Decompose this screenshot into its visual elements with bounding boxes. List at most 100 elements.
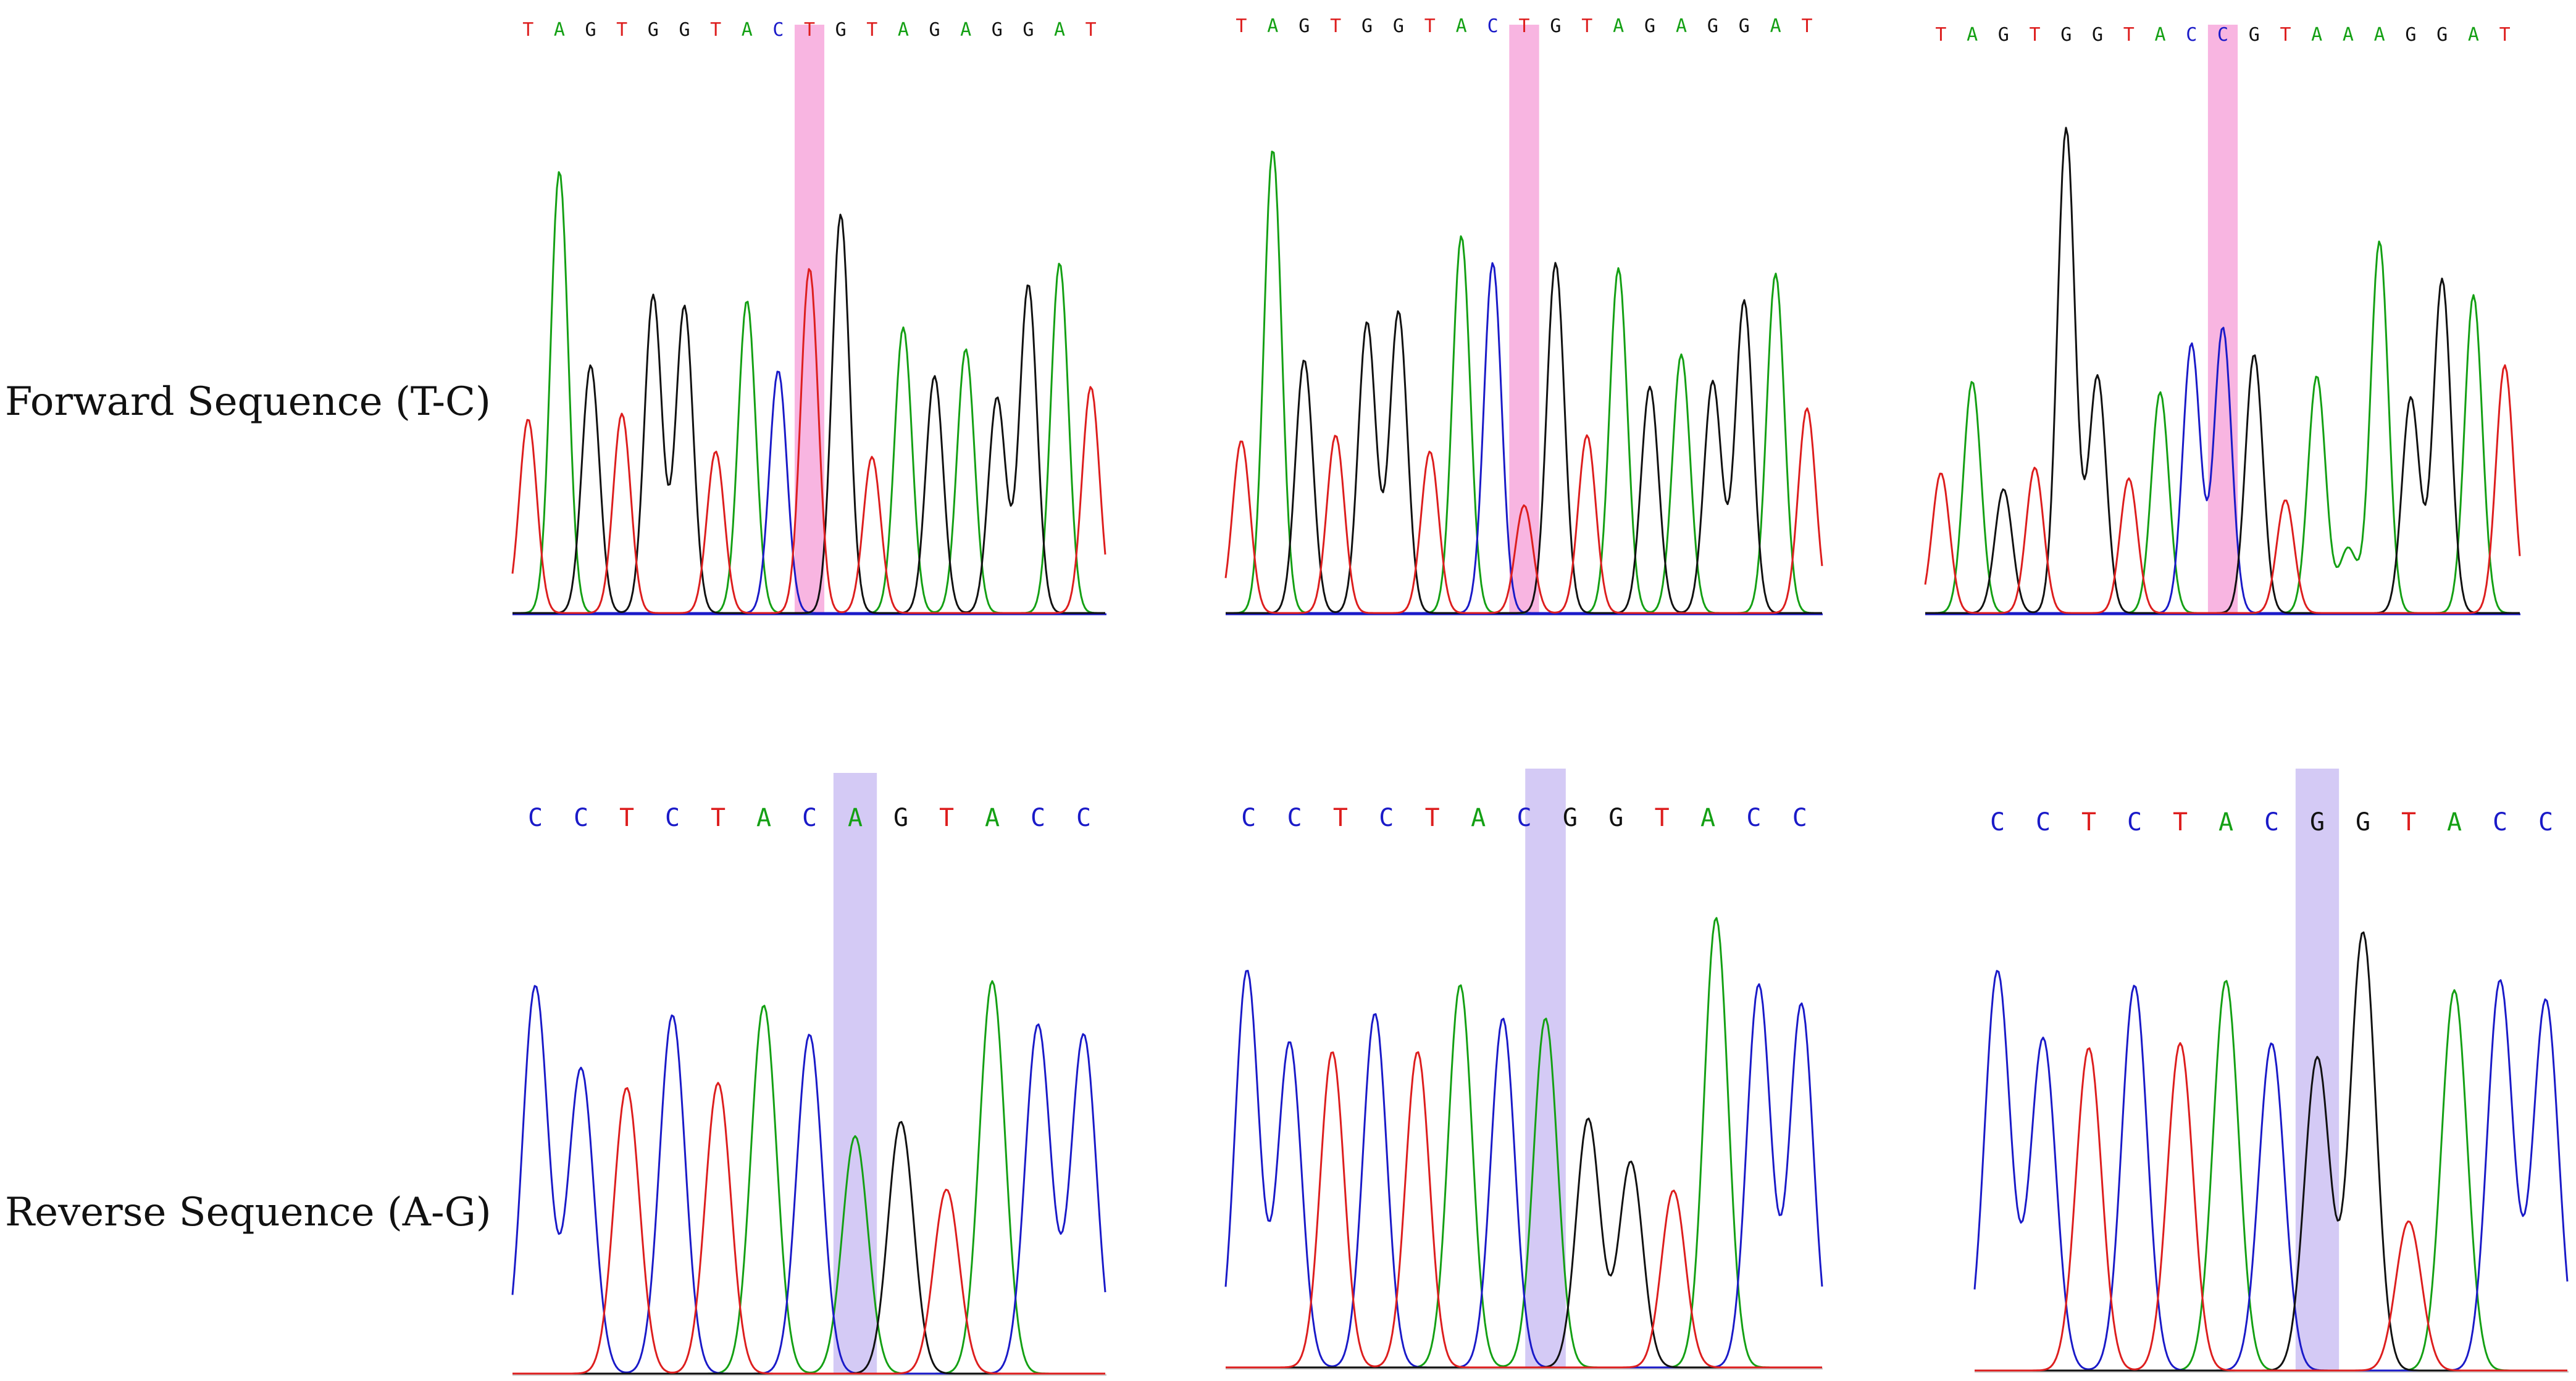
base-call-letter: G xyxy=(2310,808,2325,837)
base-call-letter: G xyxy=(648,19,659,41)
base-call-letter: A xyxy=(554,19,565,41)
base-call-letter: G xyxy=(1707,15,1718,37)
base-call-letter: T xyxy=(711,804,726,832)
variant-highlight xyxy=(1509,25,1539,613)
base-call-letter: G xyxy=(1361,15,1373,37)
base-call-letter: C xyxy=(1792,804,1807,832)
base-call-letter: G xyxy=(835,19,847,41)
base-call-letter: G xyxy=(2436,24,2448,46)
base-call-letter: C xyxy=(2127,808,2142,837)
base-call-letter: A xyxy=(1267,15,1278,37)
trace-G xyxy=(512,214,1105,614)
variant-highlight xyxy=(2207,25,2238,613)
trace-T xyxy=(511,268,1106,614)
base-call-letter: T xyxy=(804,19,815,41)
base-call-letter: C xyxy=(2186,24,2197,46)
row-label-reverse: Reverse Sequence (A-G) xyxy=(5,1190,491,1235)
base-call-letter: C xyxy=(1287,804,1302,832)
base-call-letter: T xyxy=(2123,24,2135,46)
trace-T xyxy=(1975,1042,2567,1372)
base-call-letter: T xyxy=(1518,15,1529,37)
base-call-letter: C xyxy=(2493,808,2507,837)
base-call-letter: C xyxy=(1487,15,1499,37)
base-call-letter: G xyxy=(2092,24,2103,46)
base-call-letter: T xyxy=(1935,24,1946,46)
trace-T xyxy=(512,1082,1105,1375)
trace-T xyxy=(1226,1051,1822,1369)
base-call-letter: T xyxy=(616,19,627,41)
base-call-letter: C xyxy=(528,804,543,832)
base-call-letter: A xyxy=(1770,15,1781,37)
variant-highlight xyxy=(1525,769,1566,1367)
base-call-letter: T xyxy=(522,19,533,41)
base-call-letter: G xyxy=(1998,24,2009,46)
base-call-letter: C xyxy=(2538,808,2553,837)
base-call-letter: A xyxy=(2154,24,2165,46)
base-call-letter: G xyxy=(2060,24,2072,46)
base-call-letter: T xyxy=(2081,808,2096,837)
base-call-letter: T xyxy=(866,19,877,41)
base-call-letter: A xyxy=(2468,24,2479,46)
base-call-letter: G xyxy=(1739,15,1750,37)
base-call-letter: C xyxy=(1031,804,1045,832)
base-call-letter: G xyxy=(1022,19,1034,41)
variant-highlight xyxy=(794,25,825,613)
base-call-letter: T xyxy=(2280,24,2291,46)
base-call-letter: A xyxy=(1967,24,1978,46)
trace-T xyxy=(1224,407,1823,614)
base-call-letter: A xyxy=(985,804,1000,832)
base-call-letter: T xyxy=(2173,808,2188,837)
base-call-letter: C xyxy=(1379,804,1394,832)
base-call-letter: A xyxy=(2447,808,2462,837)
base-call-letter: C xyxy=(665,804,680,832)
base-call-letter: A xyxy=(960,19,971,41)
base-call-letter: T xyxy=(710,19,721,41)
base-call-letter: T xyxy=(1085,19,1097,41)
base-call-letter: T xyxy=(1330,15,1341,37)
base-call-letter: G xyxy=(893,804,908,832)
base-call-letter: C xyxy=(1076,804,1091,832)
base-call-letter: A xyxy=(756,804,771,832)
variant-highlight xyxy=(833,773,877,1374)
trace-C xyxy=(1224,969,1823,1369)
base-call-letter: T xyxy=(1236,15,1247,37)
base-call-letter: T xyxy=(2030,24,2041,46)
base-call-letter: A xyxy=(2374,24,2385,46)
base-call-letter: G xyxy=(2405,24,2416,46)
base-call-letter: C xyxy=(772,19,784,41)
base-call-letter: A xyxy=(898,19,909,41)
base-call-letter: T xyxy=(1424,15,1436,37)
base-call-letter: T xyxy=(1425,804,1440,832)
variant-highlight xyxy=(2295,769,2340,1371)
base-call-letter: A xyxy=(1676,15,1687,37)
base-call-letter: T xyxy=(2401,808,2416,837)
base-call-letter: G xyxy=(679,19,690,41)
base-call-letter: G xyxy=(585,19,596,41)
base-call-letter: T xyxy=(1802,15,1813,37)
base-call-letter: T xyxy=(1333,804,1348,832)
base-call-letter: G xyxy=(1608,804,1623,832)
base-call-letter: C xyxy=(2036,808,2051,837)
base-call-letter: C xyxy=(2217,24,2228,46)
base-call-letter: G xyxy=(1393,15,1404,37)
base-call-letter: A xyxy=(2311,24,2322,46)
base-call-letter: A xyxy=(1456,15,1467,37)
base-call-letter: T xyxy=(1581,15,1592,37)
base-call-letter: C xyxy=(1241,804,1256,832)
base-call-letter: G xyxy=(1298,15,1310,37)
base-call-letter: C xyxy=(1990,808,2005,837)
base-call-letter: T xyxy=(939,804,954,832)
base-call-letter: A xyxy=(2218,808,2233,837)
base-call-letter: T xyxy=(619,804,634,832)
base-call-letter: A xyxy=(1700,804,1715,832)
row-label-forward: Forward Sequence (T-C) xyxy=(5,379,491,425)
base-call-letter: C xyxy=(574,804,588,832)
trace-T xyxy=(1924,364,2521,614)
